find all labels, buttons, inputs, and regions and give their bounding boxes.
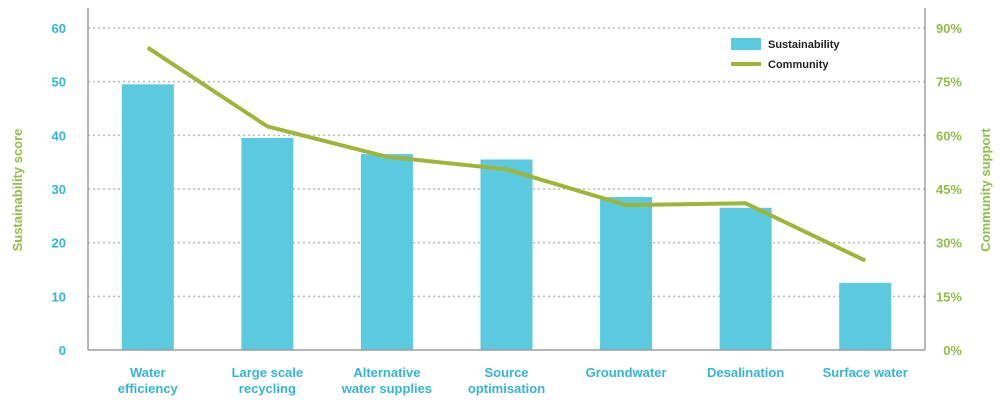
bar-sustainability xyxy=(719,207,772,350)
legend-swatch-sustainability xyxy=(731,38,761,50)
x-category-label-line: Source xyxy=(484,365,528,380)
category-labels: Water efficiency Large scale recycling Alter… xyxy=(118,365,908,396)
y-axis-title-right: Community support xyxy=(978,128,993,252)
bar-sustainability xyxy=(600,197,653,350)
bar-sustainability xyxy=(839,282,892,350)
series-line-community xyxy=(146,46,867,263)
y-tick-label-left: 60 xyxy=(52,21,66,36)
y-tick-label-left: 0 xyxy=(59,343,66,358)
y-axis-title-left: Sustainability score xyxy=(10,129,25,252)
y-tick-label-left: 10 xyxy=(52,289,66,304)
x-category-label: Water efficiency xyxy=(118,365,179,396)
y-tick-label-right: 0% xyxy=(943,343,962,358)
x-category-label-line: efficiency xyxy=(118,381,179,396)
y-tick-label-right: 90% xyxy=(936,21,962,36)
bar-sustainability xyxy=(480,159,533,350)
x-category-label: Alternative water supplies xyxy=(341,365,432,396)
legend-label-sustainability: Sustainability xyxy=(768,39,840,51)
bars-sustainability xyxy=(121,84,892,350)
legend-label-community: Community xyxy=(768,59,829,71)
legend: Sustainability Community xyxy=(731,38,840,71)
y-tick-label-left: 30 xyxy=(52,182,66,197)
x-category-label-line: Desalination xyxy=(707,365,784,380)
y-tick-label-left: 20 xyxy=(52,236,66,251)
x-category-label: Large scale recycling xyxy=(232,365,304,396)
x-category-label-line: recycling xyxy=(239,381,296,396)
line-community xyxy=(146,46,867,263)
y-tick-label-left: 40 xyxy=(52,128,66,143)
y-tick-label-left: 50 xyxy=(52,75,66,90)
y-tick-label-right: 30% xyxy=(936,236,962,251)
x-category-label-line: optimisation xyxy=(468,381,545,396)
y-tick-label-right: 75% xyxy=(936,75,962,90)
x-category-label: Surface water xyxy=(823,365,908,380)
bar-sustainability xyxy=(121,84,174,350)
axes xyxy=(87,8,926,351)
y-tick-label-right: 60% xyxy=(936,128,962,143)
bar-sustainability xyxy=(360,154,413,350)
x-category-label: Source optimisation xyxy=(468,365,545,396)
x-category-label-line: water supplies xyxy=(341,381,432,396)
x-category-label-line: Large scale xyxy=(232,365,304,380)
bar-sustainability xyxy=(241,138,294,350)
x-category-label-line: Water xyxy=(130,365,166,380)
y-tick-label-right: 45% xyxy=(936,182,962,197)
x-category-label-line: Groundwater xyxy=(586,365,667,380)
x-category-label-line: Surface water xyxy=(823,365,908,380)
x-category-label-line: Alternative xyxy=(353,365,420,380)
x-category-label: Groundwater xyxy=(586,365,667,380)
tick-labels: 0 10 20 30 40 50 60 0% 15% 30% 45% 60% 75% 90% xyxy=(52,21,963,358)
x-category-label: Desalination xyxy=(707,365,784,380)
y-tick-label-right: 15% xyxy=(936,289,962,304)
